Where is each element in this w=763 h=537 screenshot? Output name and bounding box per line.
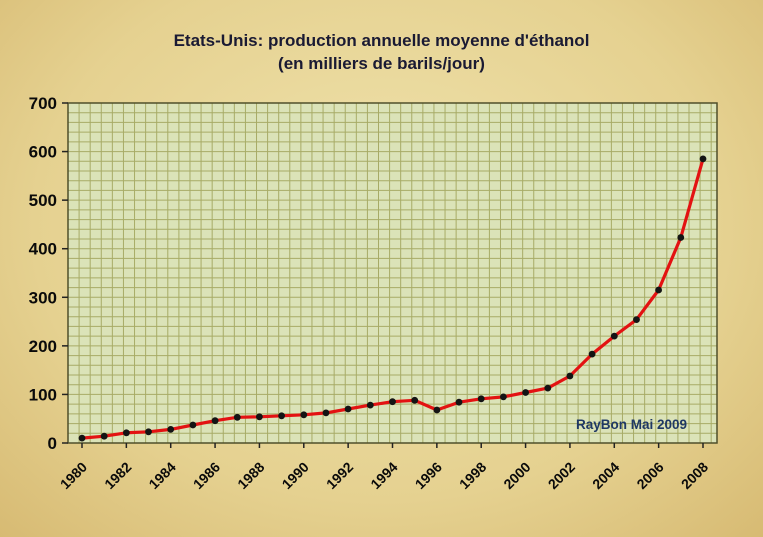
- data-point: [500, 393, 507, 401]
- data-point: [145, 428, 152, 436]
- data-point: [78, 434, 86, 442]
- x-tick-label: 2004: [589, 459, 622, 492]
- y-tick-label: 400: [29, 240, 57, 259]
- y-tick-label: 300: [29, 288, 57, 307]
- chart-generated-layers: 0 100 200 300 400 500 600 700 1980 1982 1984 1986 19…: [29, 94, 718, 492]
- data-point: [167, 426, 175, 433]
- data-point: [566, 372, 574, 380]
- data-point: [610, 332, 618, 340]
- data-point: [699, 155, 707, 163]
- data-point: [189, 421, 197, 429]
- y-tick-label: 0: [48, 434, 57, 453]
- chart-subtitle: (en milliers de barils/jour): [278, 54, 485, 73]
- plot-area: [68, 103, 717, 443]
- data-point: [477, 395, 485, 403]
- x-tick-label: 1992: [323, 459, 356, 492]
- chart-title-block: Etats-Unis: production annuelle moyenne …: [0, 29, 763, 75]
- data-point: [100, 432, 108, 440]
- x-tick-label: 1998: [456, 459, 489, 492]
- data-point: [233, 413, 241, 421]
- data-point: [522, 389, 529, 396]
- y-tick-label: 700: [29, 94, 57, 113]
- data-point: [633, 316, 640, 323]
- y-tick-label: 200: [29, 337, 57, 356]
- x-tick-label: 2000: [500, 459, 533, 492]
- data-point: [588, 350, 596, 358]
- data-point: [366, 401, 374, 409]
- data-point: [211, 417, 219, 425]
- data-point: [411, 396, 419, 404]
- data-point: [677, 234, 685, 241]
- x-tick-label: 2002: [545, 459, 578, 492]
- chart-annotation: RayBon Mai 2009: [576, 417, 687, 432]
- data-point: [455, 398, 463, 406]
- data-point: [655, 286, 662, 294]
- x-tick-label: 2006: [633, 459, 666, 492]
- chart-title: Etats-Unis: production annuelle moyenne …: [173, 31, 590, 50]
- x-tick-label: 1982: [101, 459, 134, 492]
- data-point: [433, 406, 441, 414]
- data-point: [123, 429, 130, 437]
- data-point: [300, 411, 308, 419]
- data-point: [322, 409, 330, 417]
- x-tick-label: 1990: [279, 459, 312, 492]
- y-tick-label: 100: [29, 385, 57, 404]
- x-tick-label: 1984: [145, 459, 178, 492]
- x-tick-label: 1986: [190, 459, 223, 492]
- x-tick-label: 1980: [57, 459, 90, 492]
- x-tick-label: 1994: [367, 459, 400, 492]
- y-tick-label: 600: [29, 143, 57, 162]
- data-point: [544, 384, 552, 392]
- x-tick-label: 2008: [678, 459, 711, 492]
- y-tick-label: 500: [29, 191, 57, 210]
- data-point: [389, 398, 396, 406]
- data-point: [256, 413, 263, 421]
- data-point: [344, 405, 352, 413]
- x-tick-label: 1996: [412, 459, 445, 492]
- grid-lines: [68, 103, 717, 443]
- x-tick-label: 1988: [234, 459, 267, 492]
- data-point-markers: [78, 155, 707, 442]
- data-point: [278, 412, 285, 420]
